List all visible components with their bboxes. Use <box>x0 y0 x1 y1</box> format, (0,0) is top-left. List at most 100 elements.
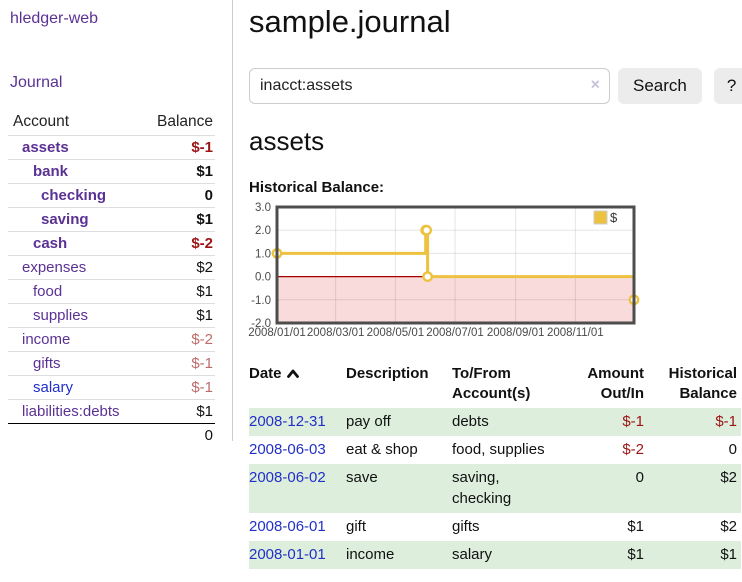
app-layout: hledger-web Journal Account Balance asse… <box>8 0 742 569</box>
account-balance: $1 <box>196 403 213 420</box>
register-table: Date Description To/From Account(s) Amou… <box>249 362 741 569</box>
svg-text:2008/11/01: 2008/11/01 <box>547 327 604 339</box>
account-link[interactable]: gifts <box>33 355 61 372</box>
transaction-date-link[interactable]: 2008-06-01 <box>249 518 326 535</box>
account-balance: $1 <box>140 207 215 232</box>
account-balance: $-1 <box>140 375 215 400</box>
svg-text:1.0: 1.0 <box>255 248 271 260</box>
register-header-description: Description <box>346 365 429 382</box>
transaction-amount: 0 <box>558 464 644 513</box>
sort-ascending-icon <box>286 369 299 378</box>
account-row: checking 0 <box>8 183 215 208</box>
account-balance: $1 <box>140 303 215 328</box>
transaction-balance: $2 <box>720 518 737 535</box>
transaction-date-link[interactable]: 2008-12-31 <box>249 413 326 430</box>
svg-text:2008/05/01: 2008/05/01 <box>367 327 425 339</box>
chart-title: Historical Balance: <box>249 179 385 196</box>
svg-text:-1.0: -1.0 <box>251 295 271 307</box>
transaction-amount: $-1 <box>558 408 644 436</box>
transaction-description: gift <box>346 518 367 535</box>
transaction-accounts: food, supplies <box>452 441 545 458</box>
register-header-amount: Amount Out/In <box>587 365 644 402</box>
account-row: income $-2 <box>8 327 215 352</box>
register-header-date[interactable]: Date <box>249 362 346 408</box>
account-link[interactable]: bank <box>33 163 69 180</box>
account-link[interactable]: liabilities:debts <box>22 403 120 420</box>
transaction-date-link[interactable]: 2008-06-03 <box>249 441 326 458</box>
transaction-row: 2008-06-03 eat & shop food, supplies $-2 0 <box>249 436 741 464</box>
account-link[interactable]: income <box>22 331 71 348</box>
register-header-row: Date Description To/From Account(s) Amou… <box>249 362 741 408</box>
transaction-amount: $1 <box>627 518 644 535</box>
account-link[interactable]: cash <box>33 235 68 252</box>
transaction-row: 2008-12-31 pay off debts $-1 $-1 <box>249 408 741 436</box>
transaction-accounts: debts <box>452 408 558 436</box>
svg-text:0.0: 0.0 <box>255 272 271 284</box>
search-button[interactable]: Search <box>618 68 702 104</box>
svg-text:-2.0: -2.0 <box>251 318 271 330</box>
historical-balance-chart: $2008/01/01 2008/03/01 2008/05/01 2008/07/0… <box>244 201 742 343</box>
help-button[interactable]: ? <box>713 68 742 104</box>
account-link[interactable]: checking <box>41 187 107 204</box>
transaction-row: 2008-01-01 income salary $1 $1 <box>249 541 741 569</box>
svg-text:2008/03/01: 2008/03/01 <box>307 327 365 339</box>
account-row: assets $-1 <box>8 135 215 160</box>
transaction-description: pay off <box>346 408 452 436</box>
transaction-row: 2008-06-01 gift gifts $1 $2 <box>249 513 741 541</box>
account-row: salary $-1 <box>8 375 215 400</box>
transaction-balance: $2 <box>644 464 741 513</box>
account-link[interactable]: salary <box>33 379 74 396</box>
account-link[interactable]: assets <box>22 139 69 156</box>
account-row: cash $-2 <box>8 231 215 256</box>
transaction-accounts: saving, checking <box>452 464 558 513</box>
account-link[interactable]: supplies <box>33 307 89 324</box>
register-header-balance: Historical Balance <box>668 365 737 402</box>
transaction-balance: 0 <box>728 441 737 458</box>
accounts-header-account: Account <box>8 110 141 136</box>
account-row: liabilities:debts $1 <box>8 400 215 424</box>
accounts-total-row: 0 <box>8 423 215 448</box>
transaction-date-link[interactable]: 2008-01-01 <box>249 546 326 563</box>
transaction-description: eat & shop <box>346 441 418 458</box>
register-header-accounts: To/From Account(s) <box>452 365 531 402</box>
account-row: food $1 <box>8 279 215 304</box>
svg-text:$: $ <box>610 210 618 225</box>
account-row: supplies $1 <box>8 303 215 328</box>
transaction-description: save <box>346 464 452 513</box>
transaction-row: 2008-06-02 save saving, checking 0 $2 <box>249 464 741 513</box>
account-row: expenses $2 <box>8 255 215 280</box>
transaction-date-link[interactable]: 2008-06-02 <box>249 469 326 486</box>
account-link[interactable]: expenses <box>22 259 87 276</box>
svg-text:2008/07/01: 2008/07/01 <box>426 327 484 339</box>
transaction-balance: $-1 <box>644 408 741 436</box>
svg-text:2008/01/01: 2008/01/01 <box>248 327 306 339</box>
svg-text:3.0: 3.0 <box>255 202 271 214</box>
app-title-link[interactable]: hledger-web <box>10 10 99 27</box>
account-link[interactable]: saving <box>41 211 89 228</box>
account-balance: 0 <box>140 183 215 208</box>
page-title: sample.journal <box>249 4 451 39</box>
account-heading: assets <box>249 126 325 156</box>
account-row: gifts $-1 <box>8 351 215 376</box>
accounts-table: Account Balance assets $-1 bank $1 checking 0… <box>8 110 215 448</box>
account-balance: $-1 <box>140 351 215 376</box>
svg-text:2.0: 2.0 <box>255 225 271 237</box>
main-panel: sample.journal × Search ? assets Histori… <box>233 0 742 569</box>
account-balance: $1 <box>140 279 215 304</box>
clear-search-icon[interactable]: × <box>590 76 600 94</box>
account-row: saving $1 <box>8 207 215 232</box>
search-form: × Search ? <box>249 68 742 104</box>
search-input[interactable] <box>249 68 610 104</box>
transaction-accounts: gifts <box>452 518 480 535</box>
accounts-header-balance: Balance <box>140 110 215 136</box>
transaction-accounts: salary <box>452 541 558 569</box>
account-balance: $-2 <box>140 327 215 352</box>
sidebar-item-journal[interactable]: Journal <box>10 74 63 91</box>
account-row: bank $1 <box>8 159 215 184</box>
transaction-balance: $1 <box>644 541 741 569</box>
transaction-amount: $-2 <box>622 441 644 458</box>
account-balance: $-1 <box>140 135 215 160</box>
account-link[interactable]: food <box>33 283 63 300</box>
account-balance: $1 <box>140 159 215 184</box>
transaction-amount: $1 <box>558 541 644 569</box>
